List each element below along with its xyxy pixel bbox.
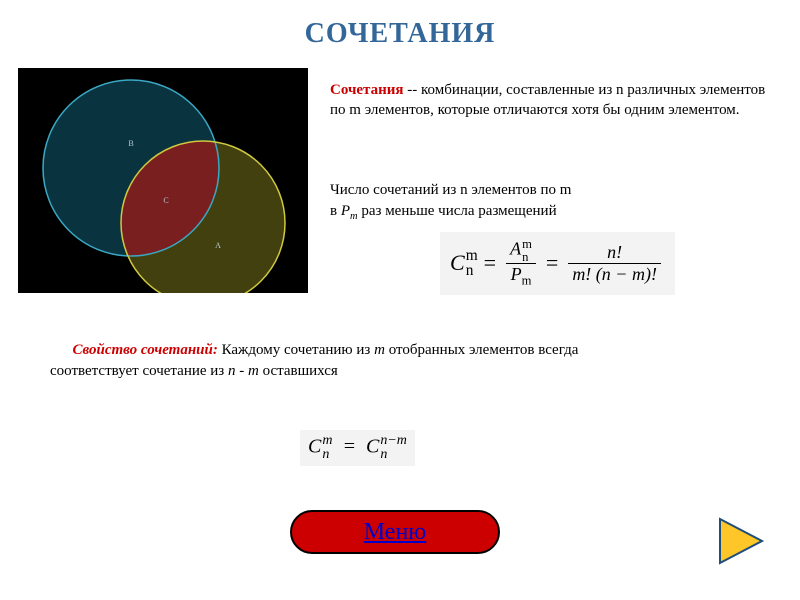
- next-arrow-button[interactable]: [714, 515, 772, 572]
- venn-label-c: C: [163, 196, 168, 205]
- venn-label-a: A: [215, 241, 221, 250]
- menu-label: Меню: [364, 519, 426, 546]
- definition-text: Сочетания -- комбинации, составленные из…: [330, 80, 780, 121]
- arrow-right-icon: [714, 515, 772, 567]
- venn-label-b: B: [128, 139, 133, 148]
- venn-diagram: B A C: [18, 68, 308, 293]
- definition-term: Сочетания: [330, 82, 404, 98]
- formula-property: Cmn = Cn−mn: [300, 430, 415, 466]
- property-label: Свойство сочетаний:: [73, 342, 218, 358]
- menu-button[interactable]: Меню: [290, 510, 500, 554]
- count-text: Число сочетаний из n элементов по m в Pm…: [330, 180, 790, 225]
- property-text: Свойство сочетаний: Каждому сочетанию из…: [50, 340, 650, 382]
- formula-combinations: Cmn = Amn Pm = n! m! (n − m)!: [440, 232, 675, 295]
- page-title: СОЧЕТАНИЯ: [0, 0, 800, 50]
